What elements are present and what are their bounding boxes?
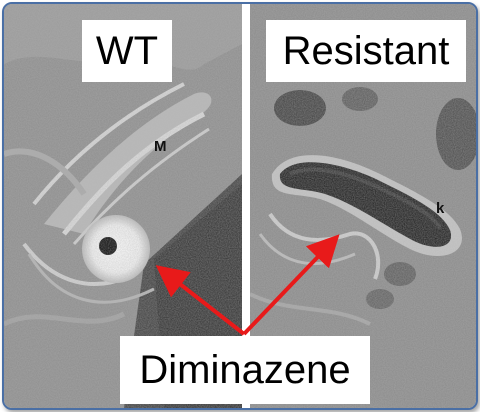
diminazene-label: Diminazene: [120, 336, 370, 404]
resistant-panel-title: Resistant: [266, 20, 466, 82]
wt-panel-title: WT: [82, 20, 172, 82]
arrow-to-wt: [155, 265, 246, 336]
mitochondrion-marker: M: [154, 138, 167, 155]
diminazene-arrows: [155, 234, 340, 336]
panel-divider: [242, 4, 250, 408]
arrow-to-resistant: [242, 234, 340, 336]
kinetoplast-marker: k: [436, 200, 445, 217]
